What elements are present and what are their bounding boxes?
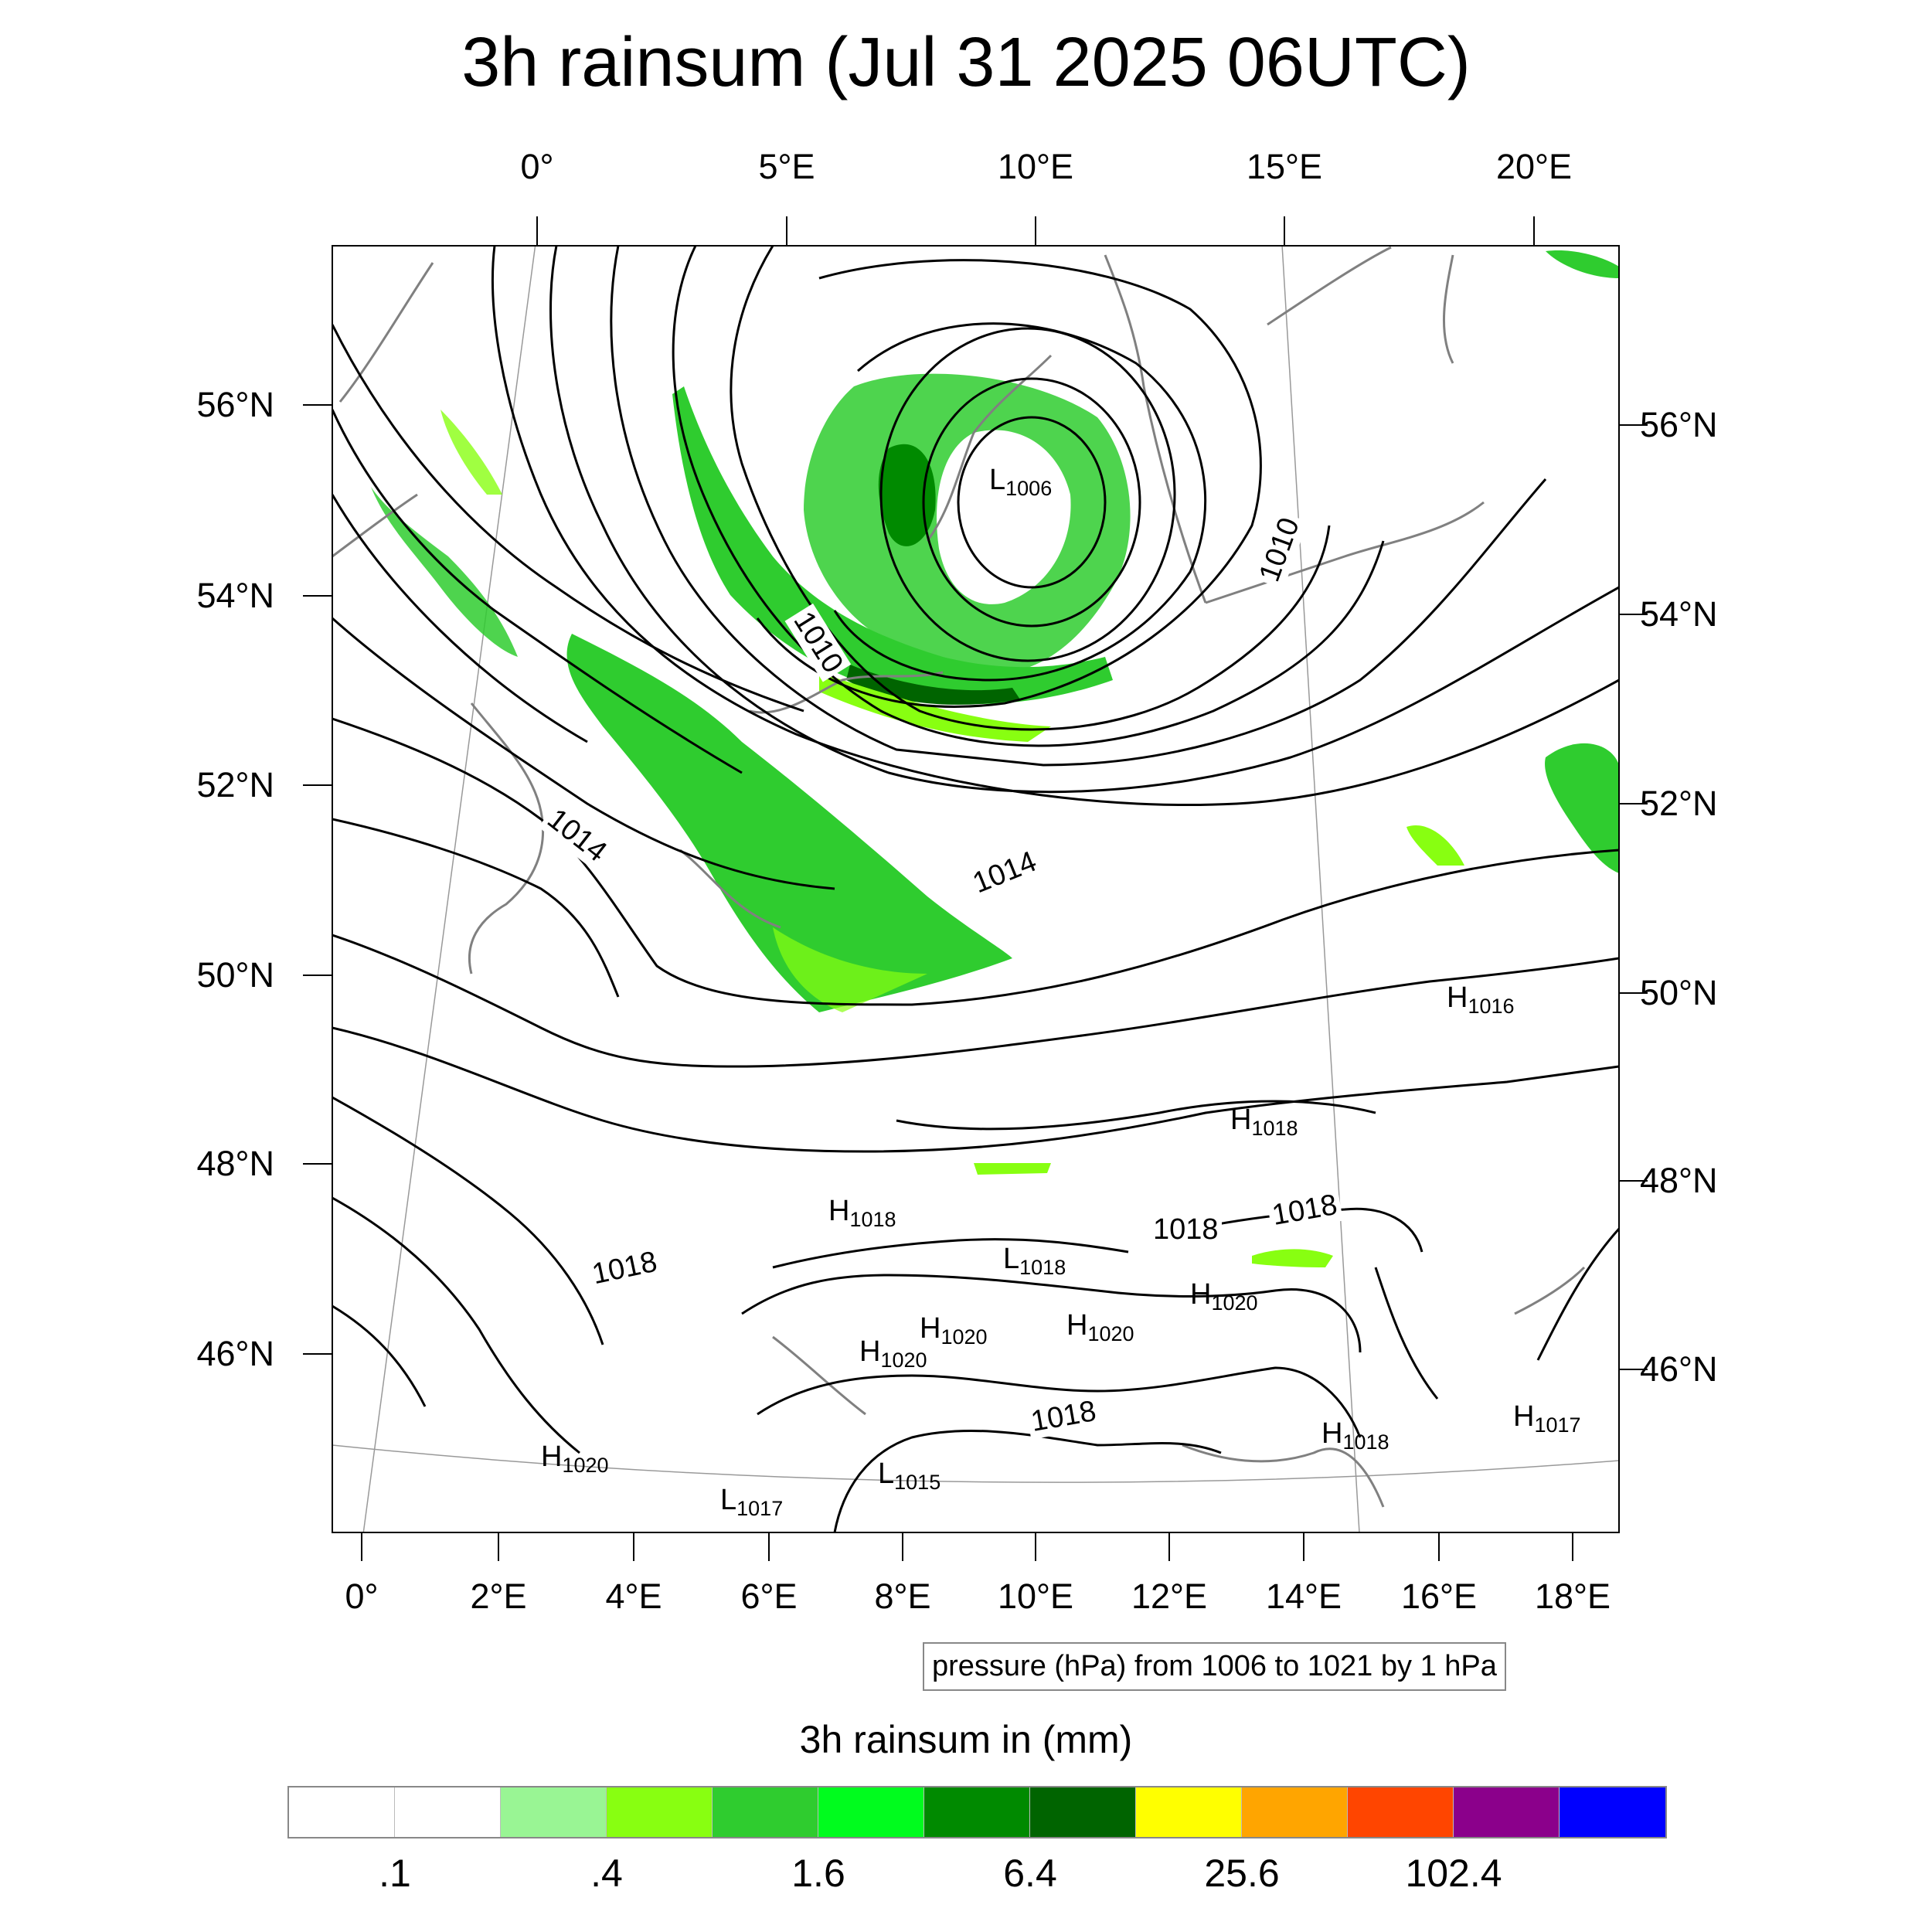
colorbar-box <box>1242 1787 1348 1837</box>
pressure-high-label: H1016 <box>1447 981 1515 1018</box>
lon-label-top: 10°E <box>997 147 1074 186</box>
pressure-low-label: L1015 <box>878 1458 941 1494</box>
colorbar-box <box>395 1787 501 1837</box>
colorbar-box <box>607 1787 713 1837</box>
pressure-high-label: H1020 <box>920 1312 988 1349</box>
colorbar-label: .4 <box>590 1852 623 1895</box>
colorbar-label: 25.6 <box>1204 1852 1280 1895</box>
tick-marks <box>303 216 1648 1561</box>
lat-label-right: 54°N <box>1640 594 1718 634</box>
lon-label-top: 5°E <box>758 147 815 186</box>
contour-info-box: pressure (hPa) from 1006 to 1021 by 1 hP… <box>923 1642 1506 1691</box>
lon-label-bottom: 16°E <box>1400 1577 1478 1616</box>
pressure-low-label: L1017 <box>720 1484 784 1520</box>
graticule <box>332 246 1619 1532</box>
isobar-label: 1018 <box>1150 1213 1222 1247</box>
lon-label-bottom: 6°E <box>740 1577 798 1616</box>
map-title: 3h rainsum (Jul 31 2025 06UTC) <box>461 24 1471 101</box>
pressure-high-label: H1020 <box>859 1335 927 1372</box>
lon-label-top: 0° <box>520 147 554 186</box>
colorbar-title: 3h rainsum in (mm) <box>799 1718 1133 1761</box>
colorbar-box <box>1560 1787 1665 1837</box>
map-frame <box>332 245 1620 1533</box>
colorbar-box <box>818 1787 924 1837</box>
colorbar-box <box>289 1787 395 1837</box>
lat-label-right: 52°N <box>1640 784 1718 823</box>
colorbar-label: 6.4 <box>1003 1852 1057 1895</box>
lat-label-right: 50°N <box>1640 973 1718 1012</box>
colorbar-label: 102.4 <box>1405 1852 1502 1895</box>
lon-label-bottom: 14°E <box>1265 1577 1342 1616</box>
lon-label-bottom: 10°E <box>997 1577 1074 1616</box>
lon-label-bottom: 4°E <box>605 1577 662 1616</box>
lat-label-left: 50°N <box>196 955 274 995</box>
lat-label-left: 54°N <box>196 576 274 615</box>
lon-label-top: 20°E <box>1495 147 1573 186</box>
colorbar-box <box>501 1787 607 1837</box>
colorbar-box <box>1136 1787 1242 1837</box>
pressure-high-label: H1020 <box>541 1440 609 1477</box>
lat-label-left: 48°N <box>196 1144 274 1183</box>
pressure-high-label: H1018 <box>1321 1417 1389 1454</box>
colorbar-box <box>924 1787 1030 1837</box>
pressure-high-label: H1017 <box>1513 1400 1581 1437</box>
lon-label-bottom: 12°E <box>1131 1577 1208 1616</box>
pressure-high-label: H1020 <box>1190 1278 1258 1315</box>
pressure-low-label: L1006 <box>989 464 1053 500</box>
colorbar-label: 1.6 <box>791 1852 845 1895</box>
colorbar-box <box>1454 1787 1560 1837</box>
colorbar-box <box>1348 1787 1454 1837</box>
colorbar-box <box>713 1787 818 1837</box>
pressure-high-label: H1020 <box>1066 1309 1134 1345</box>
colorbar-box <box>1030 1787 1136 1837</box>
lat-label-right: 56°N <box>1640 405 1718 444</box>
lon-label-bottom: 0° <box>345 1577 379 1616</box>
pressure-low-label: L1018 <box>1003 1243 1066 1279</box>
lon-label-top: 15°E <box>1246 147 1323 186</box>
lon-label-bottom: 8°E <box>874 1577 931 1616</box>
pressure-high-label: H1018 <box>828 1195 896 1231</box>
colorbar-label: .1 <box>379 1852 411 1895</box>
lon-label-bottom: 18°E <box>1534 1577 1611 1616</box>
lat-label-left: 56°N <box>196 385 274 424</box>
pressure-high-label: H1018 <box>1230 1104 1298 1140</box>
lon-label-bottom: 2°E <box>470 1577 527 1616</box>
lat-label-left: 46°N <box>196 1334 274 1373</box>
lat-label-right: 46°N <box>1640 1349 1718 1389</box>
colorbar <box>287 1786 1667 1838</box>
lat-label-left: 52°N <box>196 765 274 804</box>
lat-label-right: 48°N <box>1640 1161 1718 1200</box>
